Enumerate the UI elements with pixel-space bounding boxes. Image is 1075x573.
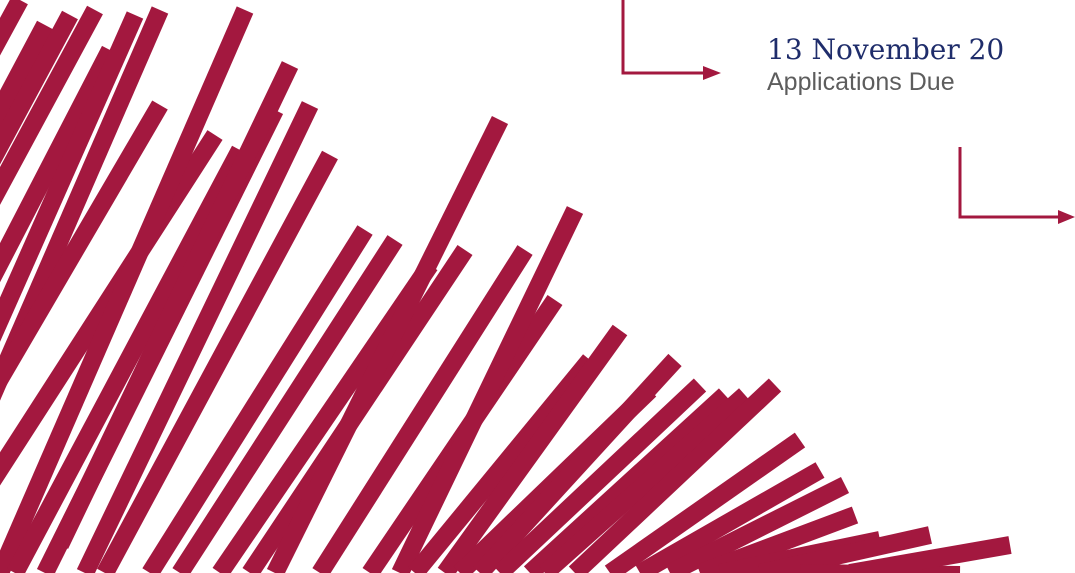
milestone-date: 13 November 20: [767, 33, 1005, 66]
decorative-stripe: [539, 388, 751, 573]
decorative-stripe: [437, 324, 628, 573]
decorative-stripe: [7, 145, 248, 573]
connector-line: [621, 0, 705, 75]
decorative-stripe: [0, 5, 103, 205]
decorative-stripe: [51, 61, 299, 549]
decorative-stripe: [97, 150, 338, 573]
decorative-stripe: [0, 100, 168, 397]
decorative-stripe: [408, 354, 597, 573]
connector-line: [958, 147, 1060, 219]
decorative-stripe: [0, 6, 169, 401]
decorative-stripe: [266, 115, 509, 573]
arrow-right-icon: [1058, 210, 1075, 224]
decorative-stripe: [0, 0, 28, 56]
decorative-stripe: [312, 245, 533, 573]
timeline-connector-1: [621, 0, 721, 80]
decorative-stripe: [635, 462, 825, 573]
decorative-stripe: [0, 20, 53, 129]
decorative-stripe: [0, 6, 254, 573]
decorative-stripe: [848, 536, 1012, 573]
milestone-label: Applications Due: [767, 68, 955, 96]
decorative-stripe: [0, 130, 223, 486]
decorative-stripe: [0, 45, 118, 283]
stripe-pattern: [0, 0, 1012, 573]
decorative-stripe: [523, 388, 732, 573]
arrow-right-icon: [703, 66, 721, 80]
decorative-stripe: [758, 526, 932, 573]
decorative-stripe: [0, 11, 144, 342]
decorative-stripe: [172, 235, 403, 573]
decorative-stripe: [493, 378, 707, 573]
decorative-stripe: [568, 378, 782, 573]
decorative-stripe: [391, 206, 584, 573]
timeline-connector-2: [958, 147, 1075, 224]
decorative-stripe: [665, 476, 850, 573]
decorative-stripe: [604, 432, 806, 573]
decorative-stripe: [142, 225, 373, 573]
decorative-stripe: [76, 101, 319, 573]
decorative-stripe: [473, 353, 682, 573]
decorative-stripe: [0, 10, 78, 165]
